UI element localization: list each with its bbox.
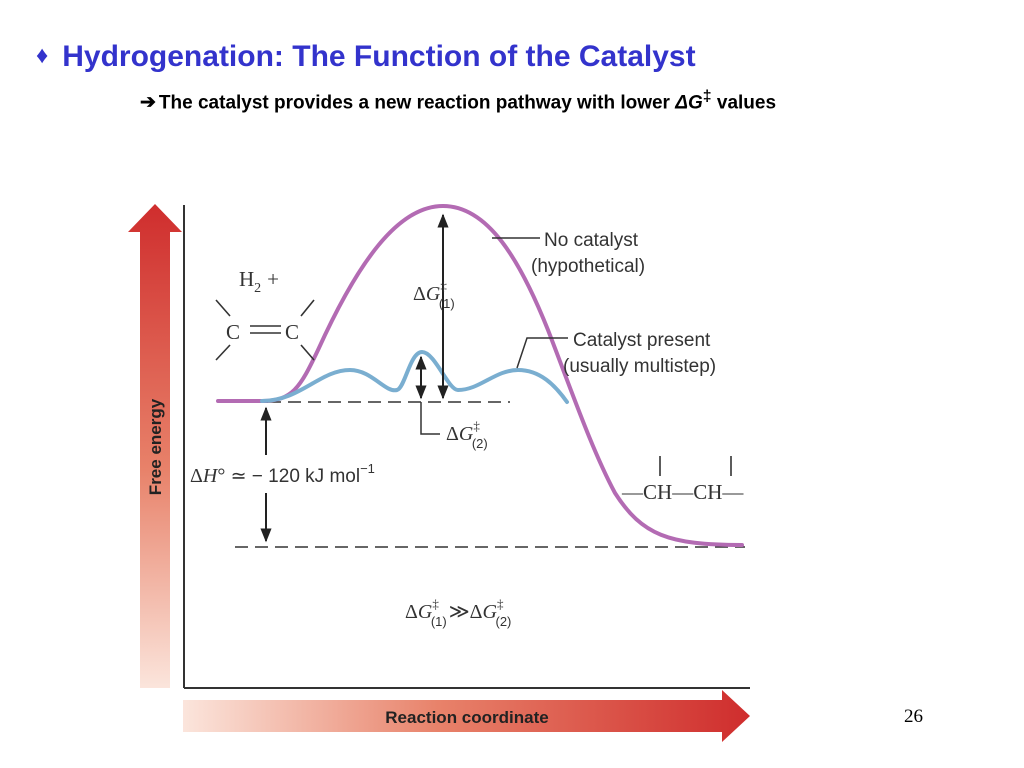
diamond-bullet-icon: ♦ [36,42,49,69]
catalyst-curve [260,349,569,404]
catalyst-sublabel: (usually multistep) [563,356,716,377]
carbon-atom-right: C [285,320,299,344]
reaction-coordinate-axis-arrow [183,690,750,742]
h2-label: H2 + [239,267,279,296]
y-axis-label: Free energy [146,398,165,495]
carbon-atom-left: C [226,320,240,344]
dg2-label: ΔG‡ (2) [446,418,488,451]
slide-title: ♦ Hydrogenation: The Function of the Cata… [36,40,696,74]
no-catalyst-label: No catalyst [544,230,639,251]
subtitle-dagger: ‡ [702,88,712,105]
no-catalyst-sublabel: (hypothetical) [531,256,645,277]
dh-label: ΔH° ≃ − 120 kJ mol−1 [190,461,375,487]
comparison-label: ΔG‡ (1) ≫ΔG‡ (2) [405,596,511,629]
right-arrow-icon: ➔ [140,92,156,114]
title-text: Hydrogenation: The Function of the Catal… [62,40,696,73]
product-bonds [659,456,732,476]
subtitle-prefix: The catalyst provides a new reaction pat… [158,92,676,114]
subtitle-suffix: values [711,92,777,114]
catalyst-leader [516,337,568,369]
no-catalyst-curve [216,203,744,547]
x-axis-label: Reaction coordinate [385,708,548,727]
product-label: —CH—CH— [621,480,744,504]
free-energy-axis-arrow [128,204,182,688]
alkene-bonds [215,299,315,361]
slide-subtitle: ➔ The catalyst provides a new reaction pa… [140,88,776,114]
dg1-label: ΔG‡ (1) [413,278,455,311]
page-number: 26 [904,706,923,727]
subtitle-delta-g: ΔG [675,92,703,114]
catalyst-label: Catalyst present [573,330,711,351]
dg2-leader [420,402,440,435]
